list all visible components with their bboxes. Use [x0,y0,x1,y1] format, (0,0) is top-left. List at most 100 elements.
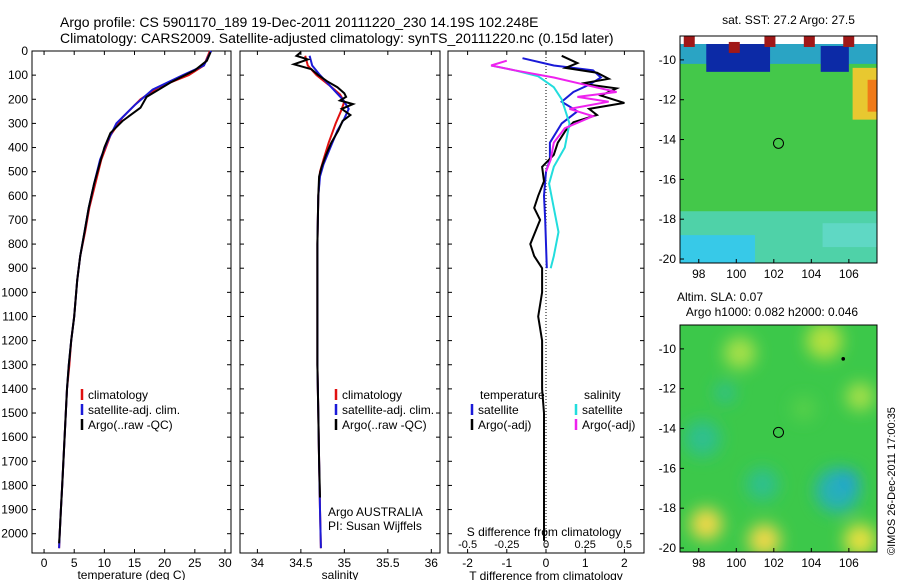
x-tick-label: -2 [462,556,473,570]
series-line-argo-raw-qc- [58,51,212,544]
map-y-tick-label: -16 [659,461,677,475]
sla-map-title: Altim. SLA: 0.07 [677,290,763,304]
y-tick-label: 1600 [1,430,28,444]
x-tick-label: 35 [338,556,352,570]
series-line-salinity-satellite [490,64,571,269]
sla-anomaly-blob [748,524,781,552]
series-line-satellite-adj-clim- [308,55,350,549]
x-tick-label: 10 [98,556,112,570]
y-tick-label: 800 [8,237,28,251]
legend-label: satellite-adj. clim. [88,403,180,417]
x-tick-label: 34 [251,556,265,570]
map-x-tick-label: 102 [764,267,784,281]
float-annotation: PI: Susan Wijffels [328,519,422,533]
x-tick-label: 34.5 [289,556,313,570]
sst-cool-patch-east [822,223,877,248]
y-tick-label: 1000 [1,285,28,299]
map-x-tick-label: 102 [764,556,784,570]
x-tick-label: 36 [425,556,439,570]
series-line-satellite-adj-clim- [58,50,212,549]
x-axis-label: temperature (deg C) [77,568,185,580]
x-tick-label: 2 [621,556,628,570]
y-tick-label: 1100 [2,309,28,323]
sla-anomaly-blob [746,468,779,501]
y-tick-label: 1500 [1,406,28,420]
y-tick-label: 1700 [1,454,28,468]
y-tick-label: 300 [8,116,28,130]
y-tick-label: 700 [8,213,28,227]
map-panel-sst: 98 100 102 104 106 -10 -12 -14 -16 -18 -20 sat. SST… [659,13,878,281]
axes-frame [31,50,232,554]
map-x-tick-label: 104 [801,556,821,570]
legend-label: satellite-adj. clim. [342,403,434,417]
map-y-tick-label: -14 [659,422,677,436]
sst-hot-east [867,79,877,112]
x-tick-label-salinity: -0.25 [494,539,519,551]
series-line-temperature-satellite [522,57,603,269]
island-dot [841,357,846,361]
sst-hot-pixel [764,36,776,47]
sst-cloud-gap-blue-2 [820,46,849,72]
sla-anomaly-blob [724,336,757,369]
y-tick-label: 1300 [1,358,28,372]
x-tick-label-salinity: -0.5 [458,539,477,551]
x-tick-label: -1 [501,556,512,570]
legend-label: climatology [88,388,148,402]
map-y-tick-label: -20 [659,541,677,555]
sst-hot-pixel [843,36,855,47]
sst-map-frame [679,35,878,264]
map-y-tick-label: -12 [659,382,677,396]
map-x-tick-label: 100 [726,267,746,281]
map-x-tick-label: 98 [692,267,706,281]
x-tick-label: 0 [543,556,550,570]
sla-anomaly-blob [846,382,875,411]
map-y-tick-label: -10 [659,53,677,67]
series-line-argo-raw-qc- [290,51,357,498]
legend-label: Argo(..raw -QC) [88,418,173,432]
y-tick-label: 0 [21,44,28,58]
y-tick-label: 1200 [1,334,28,348]
sla-anomaly-blob [715,382,736,403]
legend-label-salinity: Argo(-adj) [582,418,635,432]
x-axis-label: salinity [322,568,359,580]
legend-label-temperature: Argo(-adj) [478,418,531,432]
profile-panel-1: 34 34.5 35 35.5 36 salinity climatologysatelli… [239,50,441,580]
y-tick-label: 100 [8,68,28,82]
sla-anomaly-blob [806,325,843,359]
legend-label-temperature: temperature [480,388,545,402]
sst-hot-pixel [683,36,695,47]
y-tick-label: 500 [8,165,28,179]
sst-map-title: sat. SST: 27.2 Argo: 27.5 [722,13,855,27]
sla-blobs [684,325,877,552]
sst-cooler-patch [680,235,756,263]
profile-panel-0: 0 5 10 15 20 25 30 temperature (deg C) 0 100 200 30… [1,44,232,580]
map-x-tick-label: 106 [839,267,859,281]
sla-anomaly-blob [684,420,721,457]
sla-map-subtitle: Argo h1000: 0.082 h2000: 0.046 [686,305,858,319]
x-tick-label: 25 [188,556,202,570]
map-y-tick-label: -12 [659,93,677,107]
y-tick-label: 2000 [1,527,28,541]
map-panel-sla: 98 100 102 104 106 -10 -12 -14 -16 -18 -20 Altim. S… [659,290,878,570]
x-tick-label: 30 [218,556,232,570]
legend-label: climatology [342,388,402,402]
sla-anomaly-blob [690,508,723,541]
sla-anomaly-blob [838,470,859,491]
figure-title-line-1: Argo profile: CS 5901170_189 19-Dec-2011… [60,14,539,30]
argo-float-marker [773,137,784,149]
figure-title-line-2: Climatology: CARS2009. Satellite-adjuste… [60,30,614,46]
sla-anomaly-blob [791,396,816,421]
sla-map-frame [679,324,878,553]
legend-label-salinity: satellite [582,403,623,417]
x-tick-label: 20 [158,556,172,570]
sla-field [680,325,877,552]
x-tick-label: 5 [71,556,78,570]
y-tick-label: 400 [8,141,28,155]
legend-label: Argo(..raw -QC) [342,418,427,432]
sst-hot-pixel [803,36,815,47]
y-tick-label: 600 [8,189,28,203]
map-y-tick-label: -14 [659,133,677,147]
y-tick-label: 1400 [1,382,28,396]
x-tick-label-salinity: 0.5 [617,539,632,551]
series-line-salinity-argo-adj- [490,59,617,173]
